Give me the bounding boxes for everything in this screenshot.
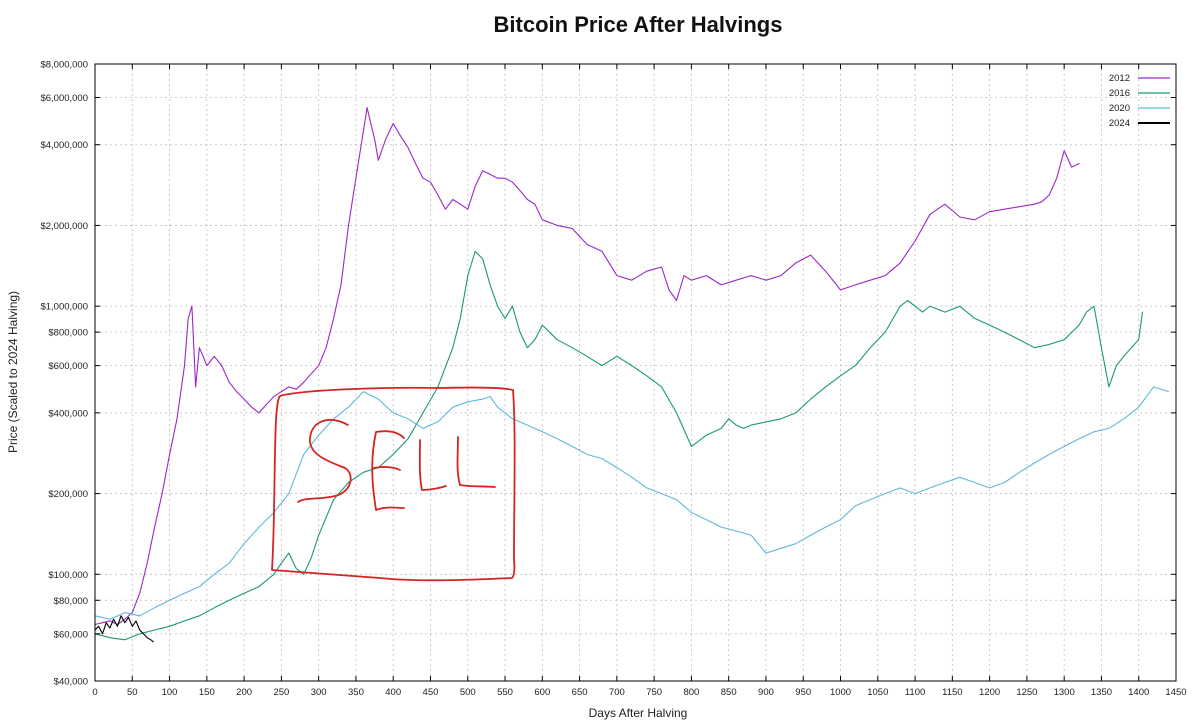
x-tick-label: 650 <box>572 687 588 698</box>
x-tick-label: 800 <box>683 687 699 698</box>
series-line-2016 <box>94 250 1144 641</box>
x-tick-label: 1300 <box>1054 687 1075 698</box>
sell-box <box>271 386 516 582</box>
sell-letter-l2 <box>456 436 496 488</box>
legend-label-2012: 2012 <box>1109 73 1130 84</box>
y-axis-label: Price (Scaled to 2024 Halving) <box>6 291 20 453</box>
x-tick-label: 300 <box>311 687 327 698</box>
x-tick-label: 0 <box>92 687 97 698</box>
x-tick-label: 400 <box>385 687 401 698</box>
x-tick-label: 1400 <box>1128 687 1149 698</box>
sell-annotation <box>271 386 516 582</box>
series-line-2020 <box>94 386 1170 620</box>
x-tick-label: 200 <box>236 687 252 698</box>
legend-label-2020: 2020 <box>1109 103 1130 114</box>
x-tick-label: 350 <box>348 687 364 698</box>
plot-frame <box>94 63 1177 682</box>
x-tick-label: 700 <box>609 687 625 698</box>
series-line-2024 <box>94 615 154 643</box>
x-tick-label: 1350 <box>1091 687 1112 698</box>
x-tick-label: 450 <box>423 687 439 698</box>
x-tick-label: 100 <box>162 687 178 698</box>
x-tick-label: 1150 <box>942 687 962 698</box>
y-tick-label: $8,000,000 <box>40 60 88 71</box>
y-tick-label: $40,000 <box>54 677 88 688</box>
y-tick-label: $600,000 <box>48 361 88 372</box>
x-tick-label: 550 <box>497 687 513 698</box>
x-tick-label: 1050 <box>867 687 888 698</box>
y-tick-label: $400,000 <box>48 408 88 419</box>
grid-lines <box>95 64 1176 681</box>
y-tick-label: $6,000,000 <box>40 93 88 104</box>
x-tick-label: 950 <box>795 687 811 698</box>
x-tick-label: 1000 <box>830 687 851 698</box>
y-tick-label: $2,000,000 <box>40 221 88 232</box>
x-tick-label: 600 <box>534 687 550 698</box>
series-lines <box>94 107 1170 643</box>
chart-title: Bitcoin Price After Halvings <box>494 12 783 37</box>
x-tick-label: 150 <box>199 687 215 698</box>
x-tick-label: 1100 <box>905 687 925 698</box>
x-tick-label: 900 <box>758 687 774 698</box>
y-tick-label: $80,000 <box>54 596 88 607</box>
x-tick-label: 500 <box>460 687 476 698</box>
x-tick-label: 1250 <box>1016 687 1037 698</box>
x-tick-label: 1200 <box>979 687 1000 698</box>
sell-letter-s <box>297 419 352 503</box>
y-tick-label: $800,000 <box>48 328 88 339</box>
axis-ticks: 0 50 100 150 200 250 300 350 400 450 500 550 600 650 7… <box>40 60 1186 699</box>
series-line-2012 <box>94 107 1080 626</box>
y-tick-label: $100,000 <box>48 570 88 581</box>
y-tick-label: $4,000,000 <box>40 140 88 151</box>
y-tick-label: $1,000,000 <box>40 302 88 313</box>
sell-letter-l1 <box>418 439 447 491</box>
sell-handwriting <box>297 419 496 511</box>
y-tick-label: $200,000 <box>48 489 88 500</box>
x-tick-label: 750 <box>646 687 662 698</box>
x-tick-label: 250 <box>273 687 289 698</box>
x-axis-label: Days After Halving <box>589 706 688 720</box>
x-tick-label: 850 <box>721 687 737 698</box>
sell-letter-e <box>371 430 405 511</box>
x-tick-label: 1450 <box>1165 687 1186 698</box>
legend-label-2024: 2024 <box>1109 118 1130 129</box>
x-tick-label: 50 <box>127 687 138 698</box>
legend-label-2016: 2016 <box>1109 88 1130 99</box>
y-tick-label: $60,000 <box>54 629 88 640</box>
legend: 2012 2016 2020 2024 <box>1109 73 1170 129</box>
